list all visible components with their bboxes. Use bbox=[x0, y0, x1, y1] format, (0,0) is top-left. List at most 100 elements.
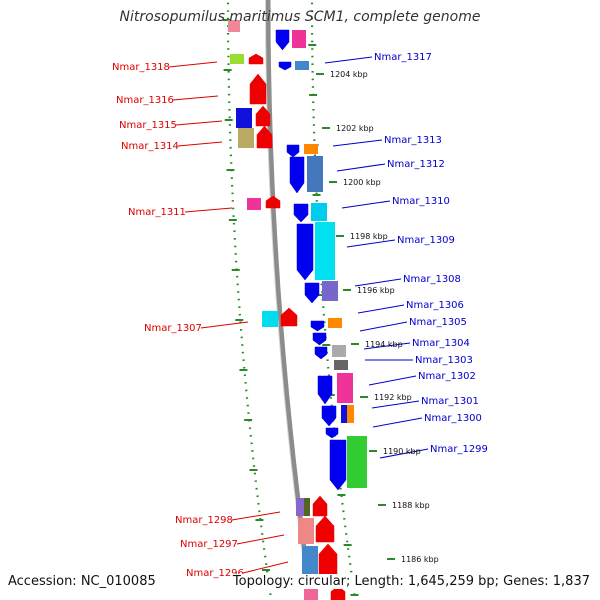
label-leader-line bbox=[379, 448, 429, 459]
map-title: Nitrosopumilus maritimus SCM1, complete … bbox=[119, 9, 481, 25]
forward-gene-label: Nmar_1313 bbox=[384, 135, 442, 146]
label-leader-line bbox=[357, 304, 405, 314]
forward-gene-arrow bbox=[278, 61, 292, 71]
accession-text: Accession: NC_010085 bbox=[8, 574, 156, 589]
forward-gene-label: Nmar_1308 bbox=[403, 274, 461, 285]
label-leader-line bbox=[371, 400, 420, 409]
forward-gene-label: Nmar_1309 bbox=[397, 235, 455, 246]
feature-block bbox=[304, 498, 310, 516]
reverse-gene-arrow bbox=[256, 125, 273, 149]
forward-gene-label: Nmar_1304 bbox=[412, 338, 470, 349]
feature-block bbox=[228, 20, 240, 32]
forward-gene-arrow bbox=[310, 320, 325, 332]
reverse-gene-arrow bbox=[280, 307, 298, 327]
position-tick-label: 1192 kbp bbox=[374, 393, 412, 402]
feature-block bbox=[307, 156, 323, 192]
forward-gene-arrow bbox=[317, 375, 333, 405]
position-tick-label: 1190 kbp bbox=[383, 447, 421, 456]
forward-gene-label: Nmar_1312 bbox=[387, 159, 445, 170]
feature-block bbox=[296, 498, 304, 516]
position-tick-label: 1204 kbp bbox=[330, 70, 368, 79]
reverse-gene-arrow bbox=[330, 585, 346, 600]
label-leader-line bbox=[242, 561, 289, 574]
label-leader-line bbox=[368, 375, 417, 386]
forward-gene-arrow bbox=[329, 439, 347, 491]
feature-block bbox=[236, 108, 252, 128]
reverse-gene-arrow bbox=[315, 515, 335, 543]
feature-block bbox=[347, 405, 354, 423]
forward-gene-label: Nmar_1310 bbox=[392, 196, 450, 207]
backbone-shadow bbox=[265, 0, 310, 600]
feature-block bbox=[302, 546, 318, 582]
feature-block bbox=[337, 373, 353, 403]
label-leader-line bbox=[372, 417, 423, 428]
inner-tick-ring bbox=[226, 0, 273, 600]
label-leader-line bbox=[341, 200, 391, 209]
forward-gene-label: Nmar_1301 bbox=[421, 396, 479, 407]
feature-block bbox=[341, 405, 351, 423]
feature-block bbox=[247, 198, 261, 210]
feature-block bbox=[295, 61, 309, 70]
reverse-gene-label: Nmar_1318 bbox=[112, 62, 170, 73]
feature-block bbox=[315, 222, 335, 280]
forward-gene-arrow bbox=[289, 156, 305, 194]
reverse-gene-arrow bbox=[265, 195, 281, 209]
reverse-gene-arrow bbox=[312, 495, 328, 517]
feature-block bbox=[292, 30, 306, 48]
reverse-gene-arrow bbox=[248, 53, 264, 65]
reverse-gene-label: Nmar_1315 bbox=[119, 120, 177, 131]
label-leader-line bbox=[172, 95, 219, 101]
forward-gene-arrow bbox=[325, 427, 339, 439]
label-leader-lines bbox=[168, 56, 429, 574]
forward-gene-label: Nmar_1302 bbox=[418, 371, 476, 382]
tick-rings bbox=[223, 0, 359, 600]
forward-gene-label: Nmar_1306 bbox=[406, 300, 464, 311]
label-leader-line bbox=[354, 278, 402, 287]
reverse-gene-arrow bbox=[249, 73, 267, 105]
label-leader-line bbox=[236, 534, 285, 545]
feature-block bbox=[304, 144, 318, 154]
feature-block bbox=[262, 311, 278, 327]
position-tick-label: 1200 kbp bbox=[343, 178, 381, 187]
reverse-gene-label: Nmar_1298 bbox=[175, 515, 233, 526]
forward-gene-label: Nmar_1305 bbox=[409, 317, 467, 328]
forward-gene-label: Nmar_1299 bbox=[430, 444, 488, 455]
feature-block bbox=[298, 518, 314, 544]
forward-gene-arrow bbox=[314, 346, 328, 360]
label-leader-line bbox=[175, 120, 223, 126]
reverse-gene-arrow bbox=[255, 105, 271, 127]
feature-blocks bbox=[228, 20, 367, 600]
label-leader-line bbox=[359, 321, 408, 332]
position-tick-label: 1196 kbp bbox=[357, 286, 395, 295]
label-leader-line bbox=[168, 61, 218, 68]
position-tick-label: 1198 kbp bbox=[350, 232, 388, 241]
label-leader-line bbox=[231, 511, 281, 521]
reverse-gene-label: Nmar_1311 bbox=[128, 207, 186, 218]
forward-gene-arrow bbox=[293, 203, 309, 223]
reverse-gene-label: Nmar_1314 bbox=[121, 141, 179, 152]
position-tick-label: 1186 kbp bbox=[401, 555, 439, 564]
label-leader-line bbox=[324, 56, 373, 64]
position-tick-label: 1188 kbp bbox=[392, 501, 430, 510]
feature-block bbox=[328, 318, 342, 328]
feature-block bbox=[322, 281, 338, 301]
gene-labels: Nmar_1318 Nmar_1316 Nmar_1315 Nmar_1314 Nmar… bbox=[112, 52, 488, 579]
label-leader-line bbox=[184, 207, 233, 213]
forward-gene-arrow bbox=[286, 144, 300, 158]
forward-gene-arrow bbox=[312, 332, 327, 346]
forward-gene-arrow bbox=[321, 405, 337, 427]
label-leader-line bbox=[332, 139, 383, 147]
feature-block bbox=[230, 54, 244, 64]
position-tick-label: 1194 kbp bbox=[365, 340, 403, 349]
feature-block bbox=[311, 203, 327, 221]
reverse-gene-label: Nmar_1316 bbox=[116, 95, 174, 106]
position-tick-label: 1202 kbp bbox=[336, 124, 374, 133]
label-leader-line bbox=[363, 342, 411, 350]
label-leader-line bbox=[336, 163, 386, 172]
position-ticks: 1204 kbp 1202 kbp 1200 kbp 1198 kbp 1196 kbp… bbox=[316, 70, 439, 564]
forward-gene-arrow bbox=[304, 282, 320, 304]
forward-gene-arrow bbox=[296, 223, 314, 281]
genome-summary-text: Topology: circular; Length: 1,645,259 bp… bbox=[230, 574, 590, 589]
feature-block bbox=[347, 436, 367, 488]
